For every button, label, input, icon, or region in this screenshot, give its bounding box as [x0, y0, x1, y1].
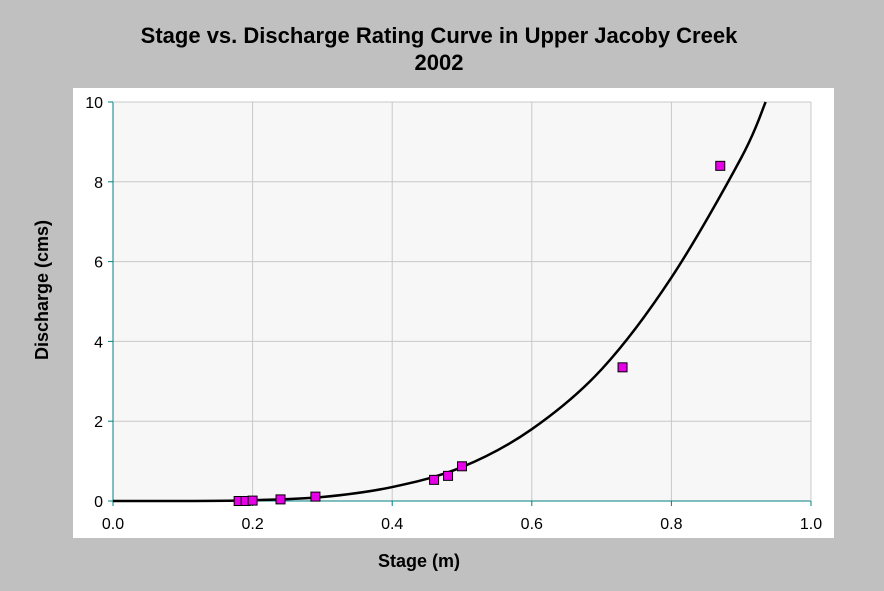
y-axis-label: Discharge (cms): [32, 220, 52, 360]
y-tick-label: 8: [94, 175, 103, 192]
x-tick-label: 0.2: [241, 516, 263, 533]
plot-area: [113, 102, 811, 501]
data-point: [247, 495, 258, 506]
x-tick-label: 1.0: [800, 516, 822, 533]
data-points-layer: [233, 160, 726, 506]
y-tick-label: 10: [85, 95, 103, 112]
y-tick-label: 6: [94, 255, 103, 272]
data-point: [310, 491, 321, 502]
tick-labels: 0.0 0.2 0.4 0.6 0.8 1.0 0 2 4 6 8 10: [85, 95, 822, 533]
x-tick-label: 0.8: [660, 516, 682, 533]
chart-title: Stage vs. Discharge Rating Curve in Uppe…: [141, 23, 738, 48]
chart-subtitle: 2002: [415, 50, 464, 75]
x-axis-label: Stage (m): [378, 551, 460, 571]
x-tick-label: 0.4: [381, 516, 403, 533]
data-point: [429, 474, 440, 485]
x-tick-label: 0.0: [102, 516, 124, 533]
y-tick-label: 4: [94, 334, 103, 351]
data-point: [715, 160, 726, 171]
grid-lines: [113, 102, 811, 501]
x-tick-label: 0.6: [521, 516, 543, 533]
data-point: [275, 494, 286, 505]
data-point: [617, 362, 628, 373]
y-tick-label: 2: [94, 414, 103, 431]
data-point: [443, 470, 454, 481]
y-tick-label: 0: [94, 494, 103, 511]
data-point: [457, 461, 467, 472]
